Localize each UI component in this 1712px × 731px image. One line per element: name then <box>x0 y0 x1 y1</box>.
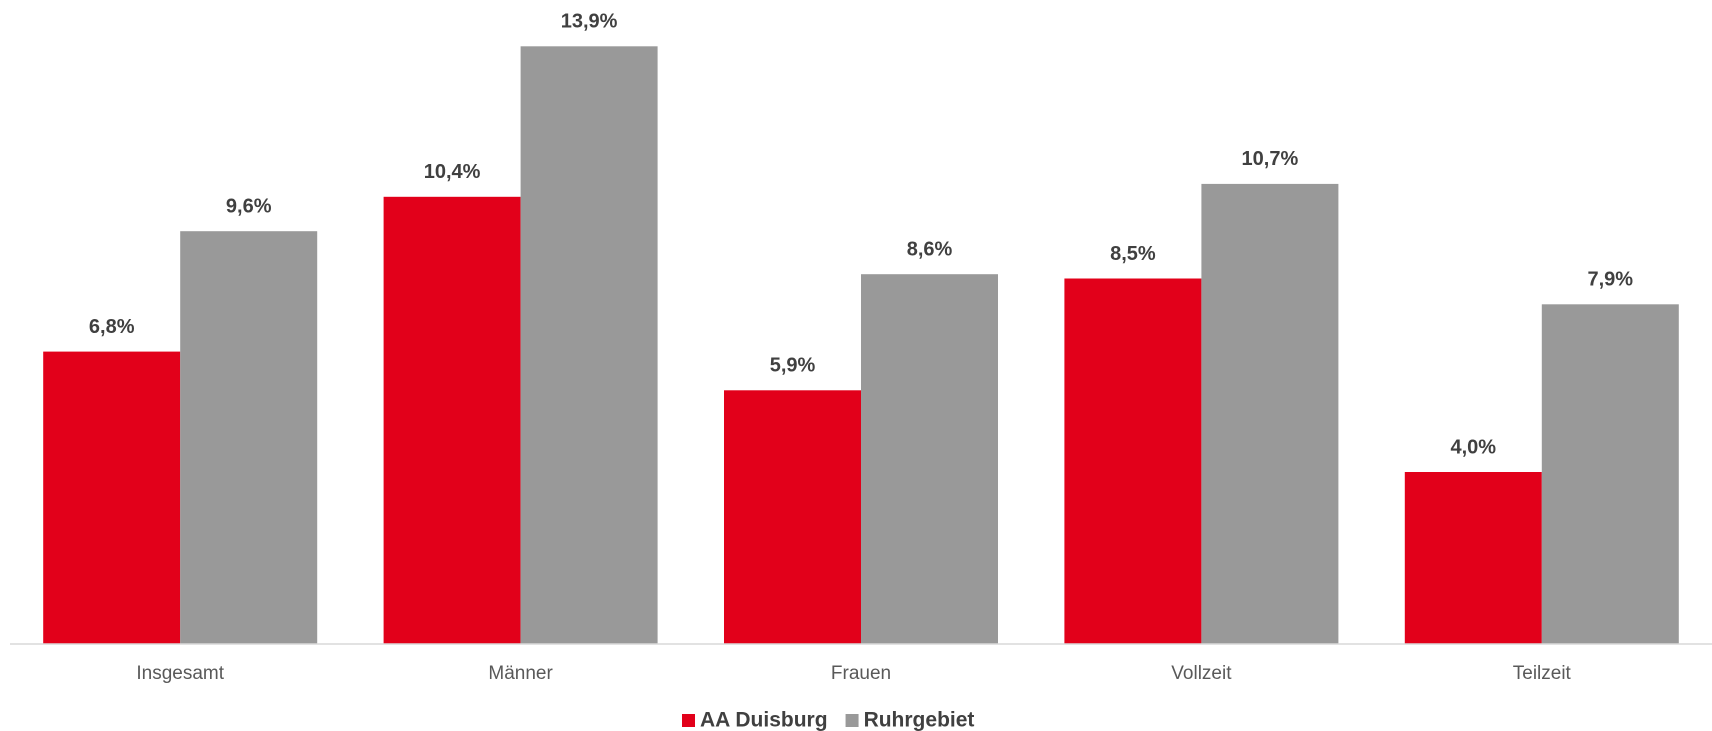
legend-label: AA Duisburg <box>700 709 828 731</box>
bar <box>43 351 181 644</box>
data-label: 7,9% <box>1588 269 1634 291</box>
x-tick-label: Frauen <box>831 663 891 684</box>
x-tick-label: Vollzeit <box>1171 663 1232 684</box>
legend-swatch <box>845 714 859 727</box>
bar <box>520 46 658 645</box>
bar <box>1201 183 1339 644</box>
bar <box>724 390 861 644</box>
data-label: 8,6% <box>907 238 953 260</box>
data-label: 10,7% <box>1242 148 1299 170</box>
bar <box>1404 472 1542 644</box>
x-tick-label: Männer <box>488 663 553 684</box>
data-label: 5,9% <box>770 355 816 377</box>
x-tick-label: Teilzeit <box>1513 663 1572 684</box>
data-label: 4,0% <box>1451 436 1497 458</box>
data-label: 6,8% <box>89 316 135 338</box>
bar <box>1064 278 1202 644</box>
data-label: 10,4% <box>424 161 481 183</box>
bar <box>861 274 998 644</box>
data-label: 13,9% <box>561 11 618 33</box>
x-tick-label: Insgesamt <box>136 663 224 684</box>
data-label: 8,5% <box>1110 243 1156 265</box>
bar <box>1541 304 1679 644</box>
data-label: 9,6% <box>226 195 272 217</box>
bar <box>383 196 521 645</box>
bar <box>180 231 318 644</box>
legend-label: Ruhrgebiet <box>864 709 975 731</box>
legend-swatch <box>682 714 695 727</box>
